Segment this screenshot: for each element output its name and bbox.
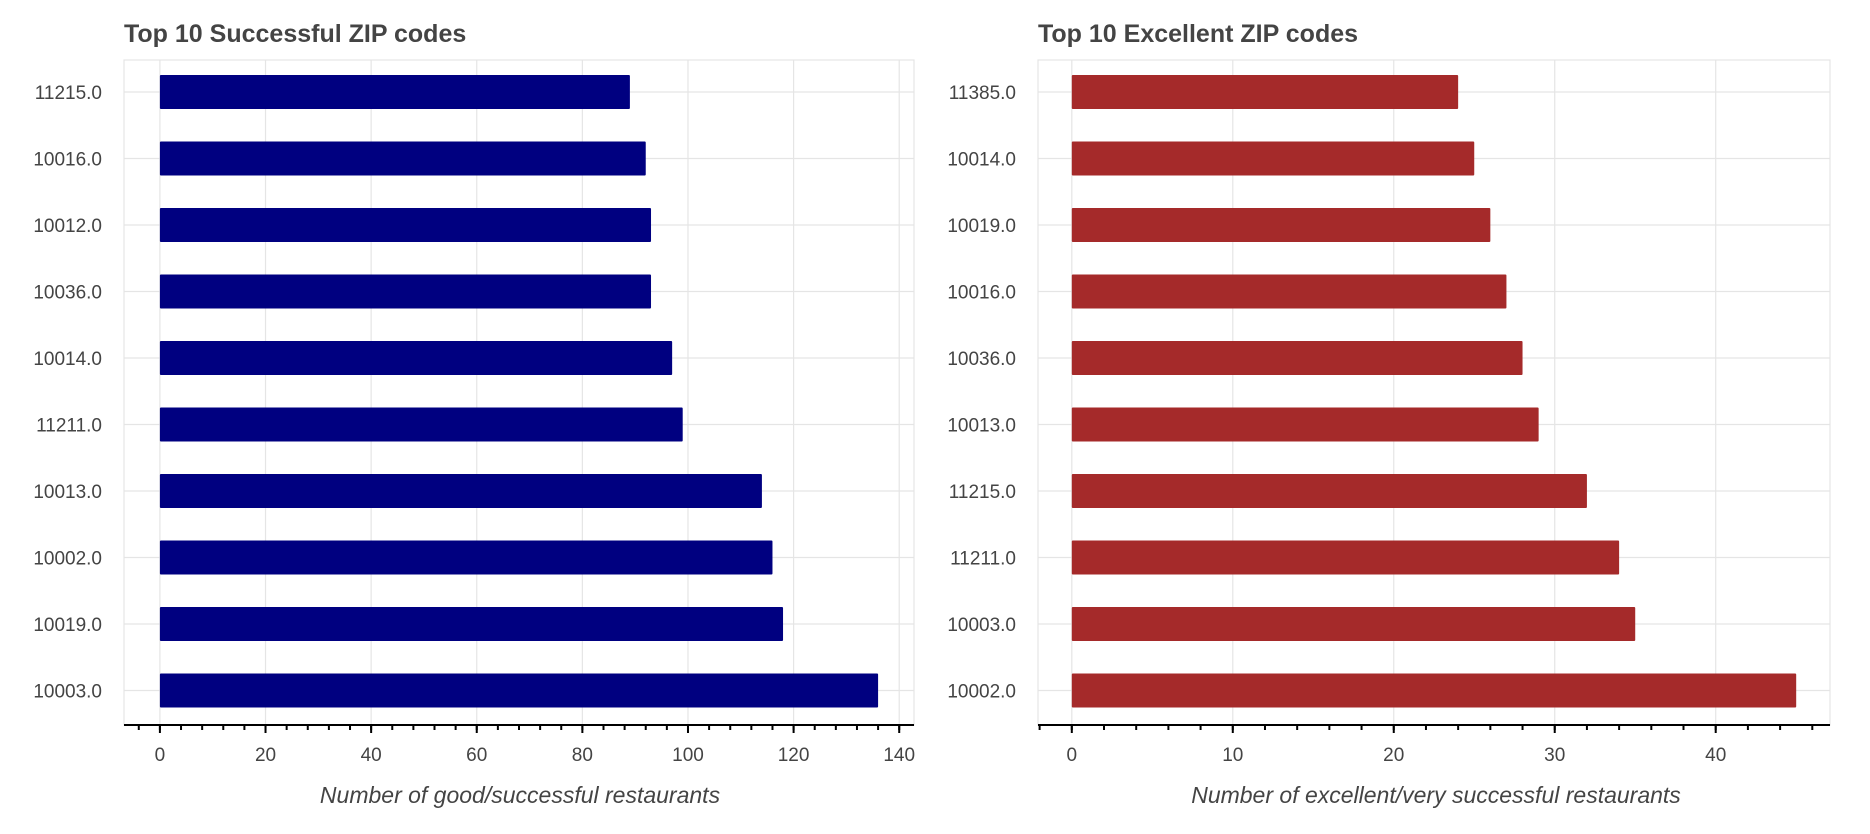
y-tick-label: 10013.0 [947,416,1016,437]
bar [1071,540,1620,575]
bar [1071,407,1539,442]
bar [1071,673,1797,708]
x-tick-label: 0 [155,745,166,766]
y-tick-label: 10002.0 [947,682,1016,703]
y-tick-label: 10012.0 [33,216,102,237]
y-tick-label: 10013.0 [33,482,102,503]
bar [159,75,630,109]
x-tick-label: 100 [672,745,704,766]
y-tick-label: 11385.0 [949,83,1016,104]
y-tick-label: 11211.0 [950,549,1016,570]
y-tick-label: 10014.0 [947,150,1016,171]
x-tick-label: 120 [778,745,810,766]
y-tick-label: 10002.0 [33,549,102,570]
y-tick-label: 11215.0 [949,482,1016,503]
y-tick-label: 10014.0 [33,349,102,370]
x-tick-label: 80 [572,745,593,766]
y-tick-label: 10016.0 [947,283,1016,304]
y-tick-label: 10003.0 [947,615,1016,636]
x-axis-label: Number of excellent/very successful rest… [1191,782,1681,808]
bar [1071,141,1475,176]
x-tick-label: 30 [1544,745,1565,766]
bar [1071,274,1507,309]
x-tick-label: 140 [883,745,915,766]
bar [159,274,652,309]
bar [159,407,683,442]
bar [159,673,879,708]
bar [159,474,762,508]
x-tick-label: 40 [1705,745,1726,766]
x-axis-label: Number of good/successful restaurants [320,782,721,808]
chart-title: Top 10 Successful ZIP codes [124,20,466,48]
y-tick-label: 11211.0 [36,416,102,437]
bar [159,208,652,242]
bar [1071,75,1459,109]
x-tick-label: 0 [1067,745,1078,766]
bar [1071,208,1491,242]
x-tick-label: 10 [1222,745,1243,766]
bar [159,540,773,575]
bars [159,75,879,708]
bar [1071,341,1523,375]
bar [159,141,646,176]
y-tick-label: 10036.0 [947,349,1016,370]
x-tick-label: 20 [255,745,276,766]
y-tick-label: 10003.0 [33,682,102,703]
chart-successful-zip-codes: Top 10 Successful ZIP codes Number of go… [33,20,915,808]
x-tick-label: 60 [466,745,487,766]
y-tick-label: 10036.0 [33,283,102,304]
bar [1071,607,1636,641]
y-tick-label: 10019.0 [33,615,102,636]
y-tick-label: 11215.0 [35,83,102,104]
bar [1071,474,1587,508]
x-tick-label: 20 [1383,745,1404,766]
bars [1071,75,1797,708]
chart-excellent-zip-codes: Top 10 Excellent ZIP codes Number of exc… [947,20,1831,808]
bar [159,607,784,641]
y-tick-label: 10016.0 [33,150,102,171]
bar [159,341,673,375]
x-tick-label: 40 [361,745,382,766]
chart-title: Top 10 Excellent ZIP codes [1038,20,1358,48]
y-tick-label: 10019.0 [947,216,1016,237]
